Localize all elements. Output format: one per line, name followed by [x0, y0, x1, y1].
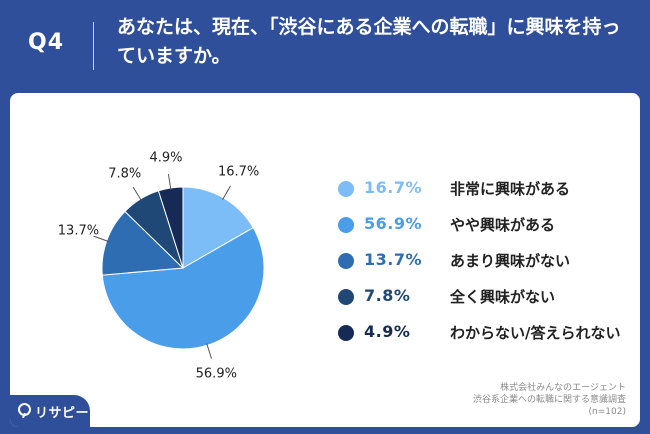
legend-value: 7.8% — [364, 286, 411, 305]
leader-line-very-interested — [222, 185, 232, 200]
header-divider — [93, 22, 94, 70]
magnifier-icon — [18, 403, 31, 416]
leader-line-dont-know — [167, 174, 172, 191]
legend-swatch — [338, 217, 354, 233]
legend-value: 16.7% — [364, 178, 423, 197]
logo-text: リサピー — [35, 406, 90, 421]
legend-value: 4.9% — [364, 322, 411, 341]
pie-value-label-somewhat-interested: 56.9% — [195, 366, 237, 382]
legend-label: やや興味がある — [450, 216, 556, 234]
legend-swatch — [338, 289, 354, 305]
leader-line-somewhat-interested — [206, 343, 212, 359]
legend-label: 全く興味がない — [450, 288, 556, 306]
pie-value-label-very-interested: 16.7% — [217, 164, 260, 180]
pie-value-label-not-interested: 7.8% — [108, 166, 142, 182]
pie-chart — [93, 174, 265, 359]
chart-card: 16.7% 56.9% 13.7% 7.8% 4.9% 16.7% 非常に興味がある 56.… — [10, 93, 640, 427]
legend-swatch — [338, 253, 354, 269]
source-survey: 渋谷系企業への転職に関する意識調査 — [472, 395, 626, 405]
question-number: Q4 — [28, 30, 65, 55]
source-sample: (n=102) — [588, 407, 626, 417]
legend-swatch — [338, 325, 354, 341]
legend-label: 非常に興味がある — [450, 180, 571, 198]
source-note: 株式会社みんなのエージェント 渋谷系企業への転職に関する意識調査 (n=102) — [473, 382, 626, 418]
legend-value: 13.7% — [364, 250, 423, 269]
pie-value-label-dont-know: 4.9% — [149, 150, 183, 166]
legend-value: 56.9% — [364, 214, 423, 233]
legend-label: わからない/答えられない — [450, 324, 621, 342]
leader-line-not-interested — [132, 186, 142, 202]
leader-line-not-very-interested — [93, 235, 109, 242]
source-company: 株式会社みんなのエージェント — [500, 383, 626, 393]
question-header: Q4 あなたは、現在、「渋谷にある企業への転職」に興味を持っていますか。 — [0, 0, 650, 92]
question-text: あなたは、現在、「渋谷にある企業への転職」に興味を持っていますか。 — [117, 16, 621, 67]
pie-value-label-not-very-interested: 13.7% — [57, 223, 100, 239]
legend-swatch — [338, 181, 354, 197]
legend-label: あまり興味がない — [450, 252, 571, 270]
brand-logo: リサピー — [10, 395, 90, 427]
